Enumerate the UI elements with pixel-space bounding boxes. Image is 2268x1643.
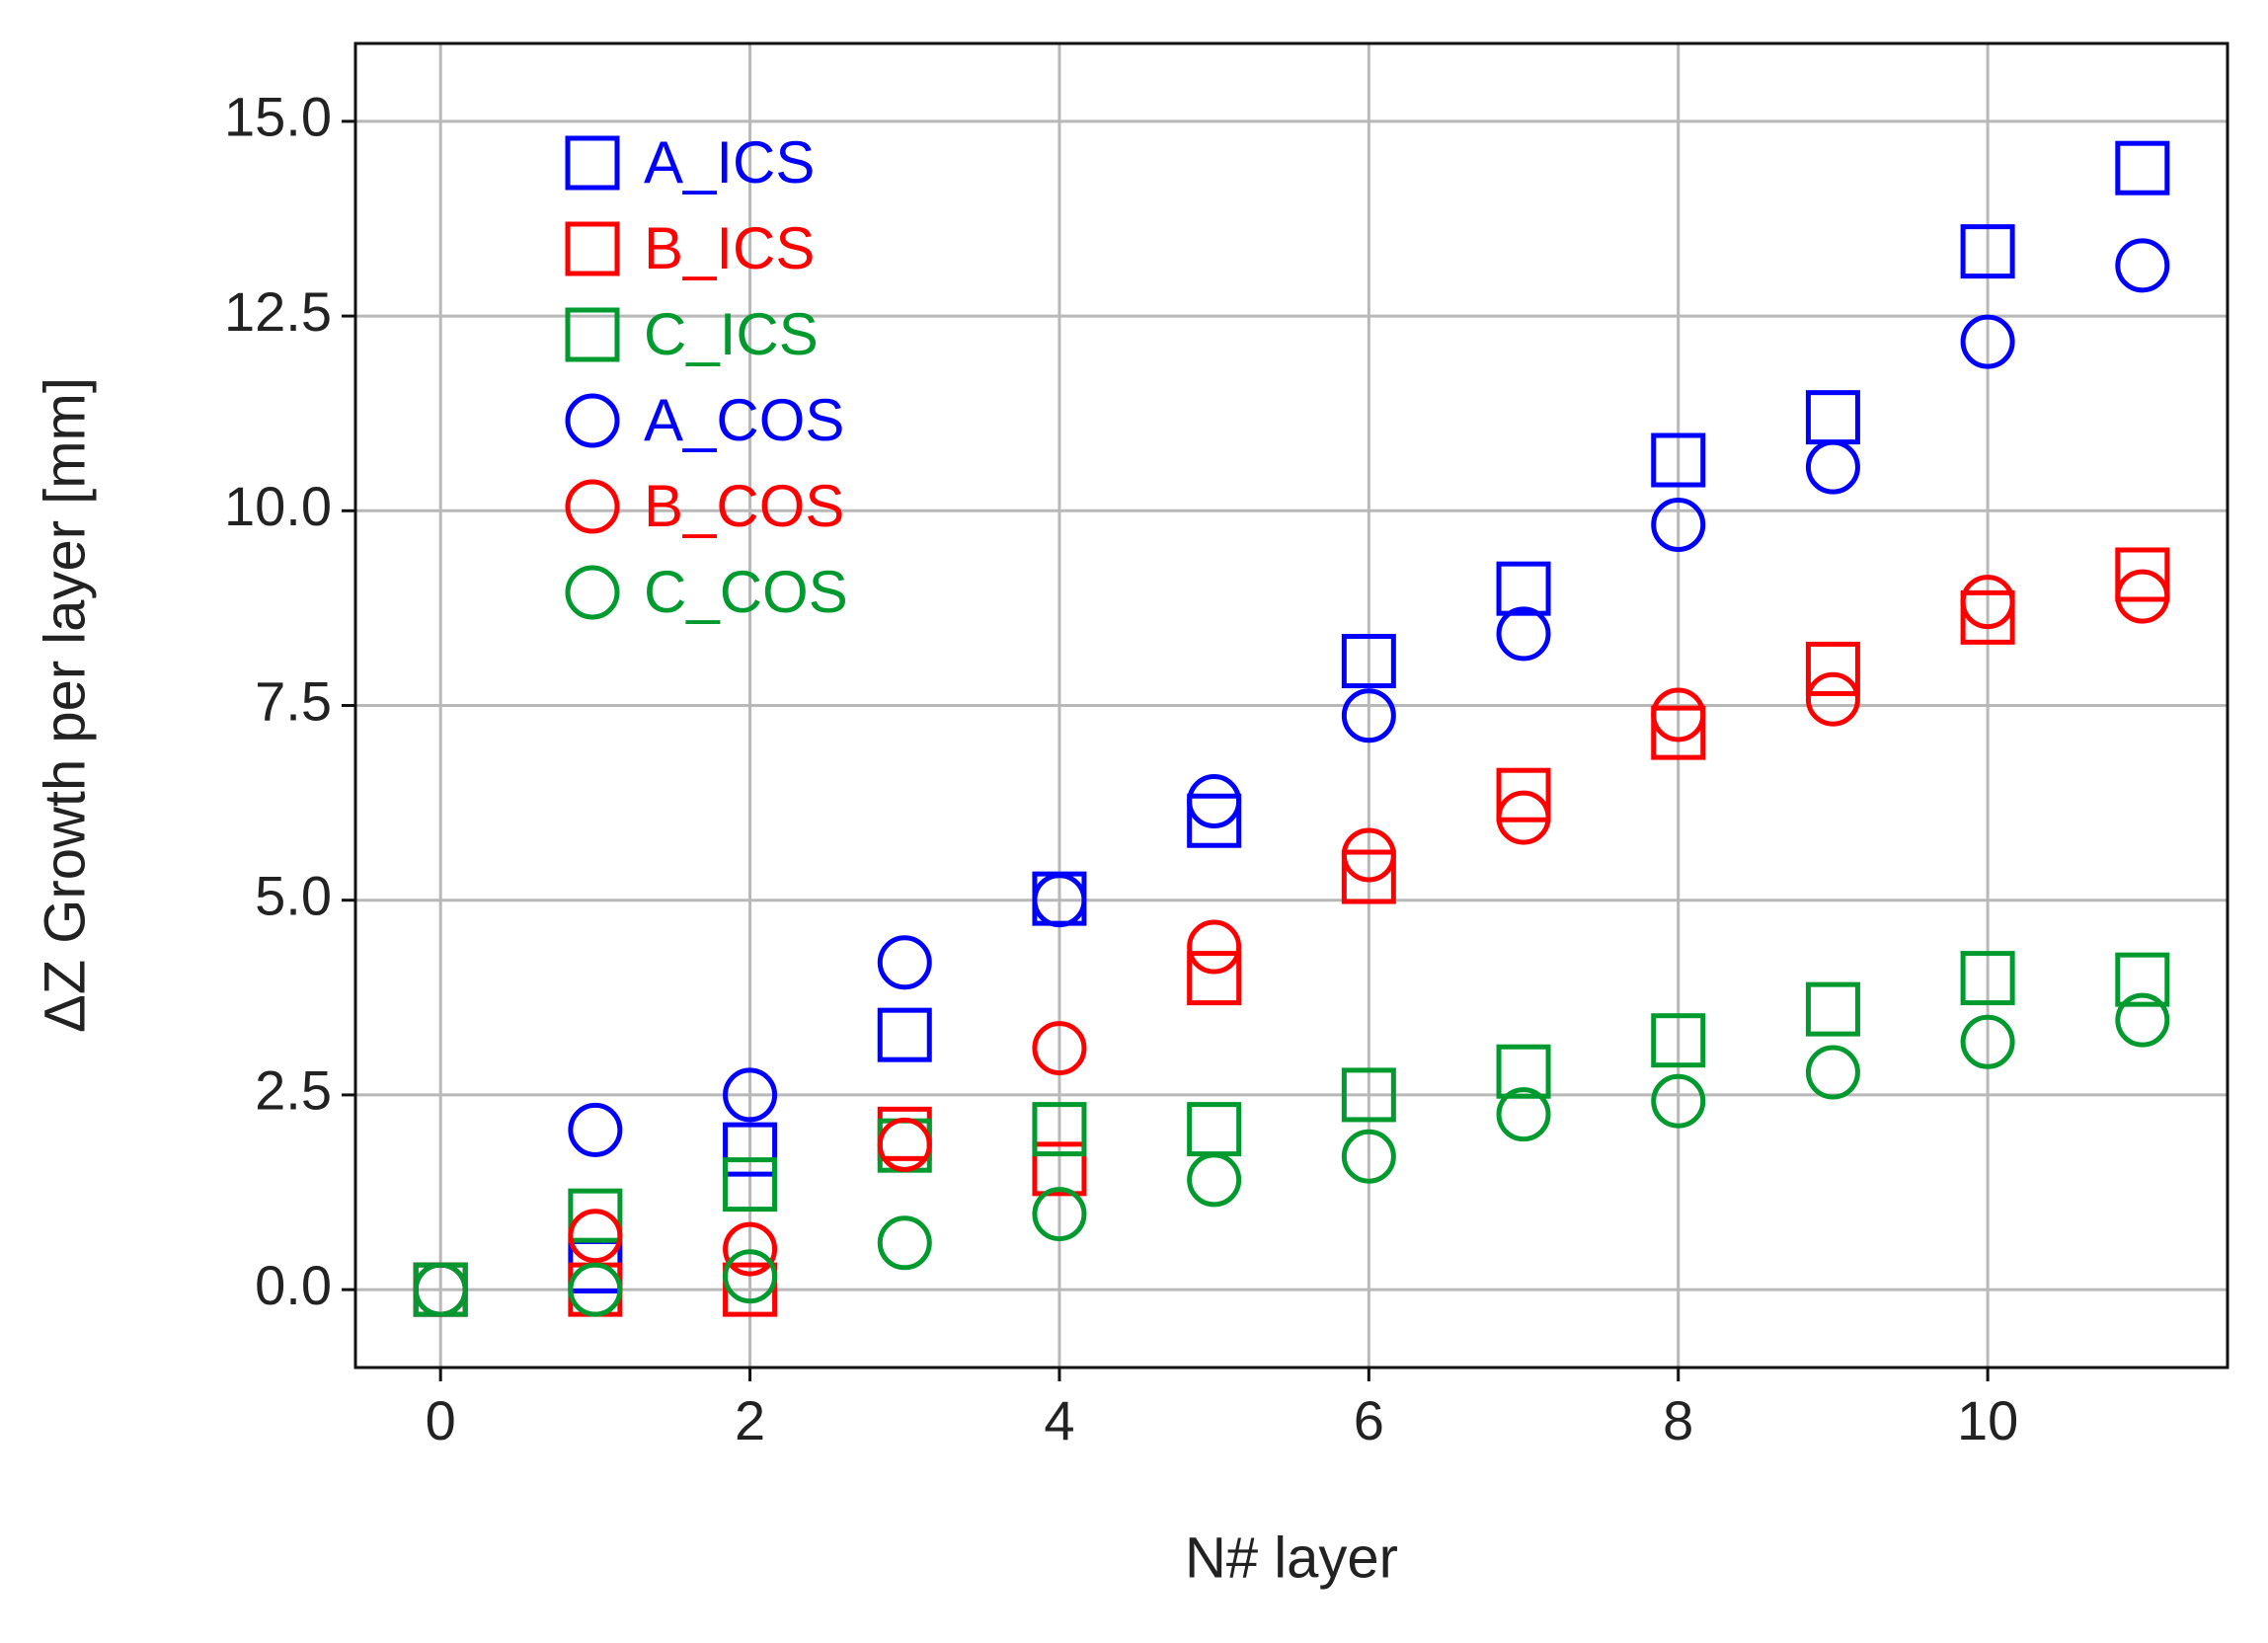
marker-circle (877, 1215, 932, 1271)
marker-square (1187, 793, 1242, 848)
marker-square (1960, 224, 2015, 279)
marker-circle (1651, 1073, 1706, 1129)
marker-square (1960, 589, 2015, 645)
marker-square (1805, 641, 1860, 696)
legend-label: B_COS (644, 473, 844, 539)
marker-circle (1496, 1087, 1551, 1142)
x-axis-label: N# layer (1185, 1526, 1398, 1590)
marker-square (723, 1122, 778, 1177)
y-tick-label: 12.5 (224, 280, 332, 343)
marker-circle (565, 393, 620, 448)
marker-circle (568, 1102, 623, 1157)
x-tick-label: 6 (1354, 1389, 1384, 1451)
marker-square (565, 135, 620, 191)
marker-square (1651, 1013, 1706, 1068)
y-axis-label: ΔZ Growth per layer [mm] (33, 377, 97, 1033)
marker-circle (565, 479, 620, 534)
marker-circle (1187, 774, 1242, 829)
marker-circle (1032, 1187, 1087, 1242)
marker-circle (1960, 1014, 2015, 1069)
marker-circle (1805, 439, 1860, 495)
marker-circle (568, 1209, 623, 1264)
marker-square (877, 1007, 932, 1062)
x-tick-label: 10 (1957, 1389, 2018, 1451)
marker-circle (1341, 1129, 1396, 1184)
marker-square (568, 1188, 623, 1243)
marker-square (1651, 432, 1706, 488)
y-tick-label: 15.0 (224, 86, 332, 148)
plot-frame (353, 41, 2229, 1369)
marker-square (2115, 952, 2170, 1007)
marker-circle (1032, 873, 1087, 928)
marker-circle (1032, 1021, 1087, 1076)
marker-square (2115, 140, 2170, 196)
y-tick-label: 0.0 (255, 1254, 332, 1316)
marker-circle (565, 565, 620, 620)
marker-circle (1651, 497, 1706, 552)
marker-square (1187, 1102, 1242, 1157)
marker-square (1651, 705, 1706, 760)
marker-square (1032, 1141, 1087, 1197)
marker-circle (1496, 790, 1551, 845)
legend-label: B_ICS (644, 215, 815, 281)
marker-square (1960, 951, 2015, 1006)
marker-circle (1341, 688, 1396, 743)
marker-square (877, 1106, 932, 1161)
legend-label: C_ICS (644, 301, 819, 367)
marker-square (1496, 767, 1551, 822)
legend-label: A_COS (644, 387, 844, 453)
marker-circle (723, 1249, 778, 1304)
marker-circle (413, 1262, 468, 1317)
marker-circle (2115, 569, 2170, 624)
marker-square (2115, 547, 2170, 602)
marker-circle (877, 1117, 932, 1172)
marker-circle (1187, 919, 1242, 975)
marker-square (723, 1262, 778, 1317)
marker-square (1187, 951, 1242, 1006)
marker-square (1496, 561, 1551, 616)
marker-circle (1496, 606, 1551, 662)
marker-square (1341, 849, 1396, 904)
x-tick-label: 0 (426, 1389, 456, 1451)
legend-label: C_COS (644, 559, 848, 625)
marker-circle (1341, 827, 1396, 883)
marker-square (565, 221, 620, 276)
marker-square (1805, 981, 1860, 1037)
x-tick-label: 4 (1044, 1389, 1074, 1451)
marker-circle (568, 1262, 623, 1317)
legend-label: A_ICS (644, 129, 815, 196)
marker-square (1341, 1067, 1396, 1123)
y-tick-label: 7.5 (255, 669, 332, 732)
marker-square (1341, 634, 1396, 689)
marker-square (1496, 1044, 1551, 1099)
marker-circle (1187, 1152, 1242, 1208)
marker-circle (1960, 314, 2015, 369)
marker-circle (877, 935, 932, 990)
y-tick-label: 2.5 (255, 1059, 332, 1122)
x-tick-label: 8 (1663, 1389, 1693, 1451)
marker-circle (723, 1067, 778, 1123)
marker-circle (1960, 575, 2015, 630)
marker-square (723, 1157, 778, 1213)
x-tick-label: 2 (735, 1389, 765, 1451)
marker-circle (723, 1221, 778, 1277)
marker-circle (1651, 687, 1706, 743)
marker-circle (1805, 671, 1860, 727)
marker-square (1032, 1102, 1087, 1157)
marker-circle (2115, 992, 2170, 1048)
marker-square (565, 307, 620, 362)
marker-circle (1805, 1045, 1860, 1100)
y-tick-label: 10.0 (224, 475, 332, 537)
marker-square (1805, 390, 1860, 445)
y-tick-label: 5.0 (255, 865, 332, 927)
marker-circle (2115, 238, 2170, 293)
